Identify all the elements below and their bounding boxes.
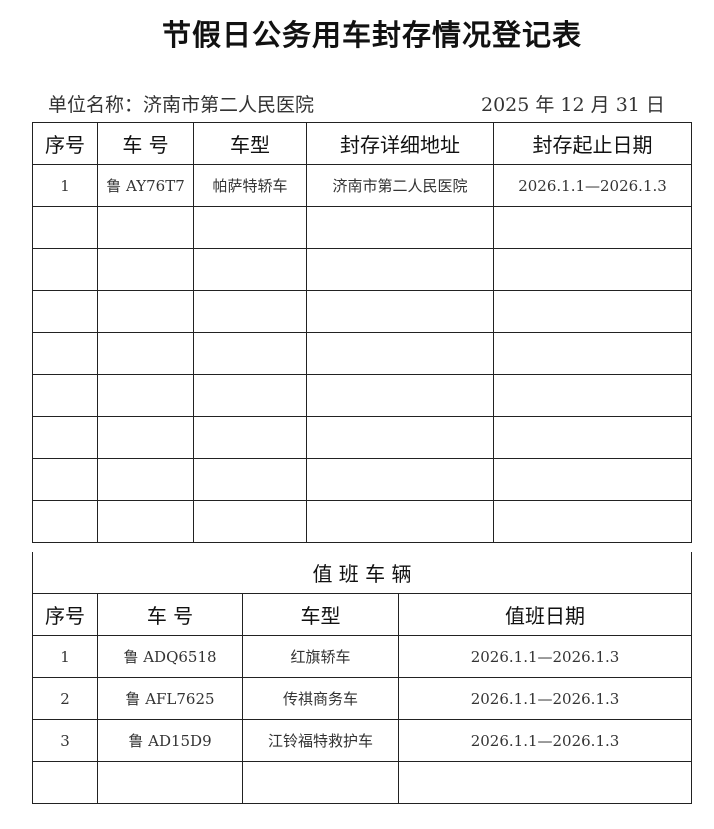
table-cell: [97, 290, 194, 333]
table-cell: [32, 374, 98, 417]
register-date: 2025 年 12 月 31 日: [481, 94, 665, 116]
table-cell: 鲁 AFL7625: [97, 677, 243, 720]
unit-name: 单位名称：济南市第二人民医院: [48, 94, 315, 116]
table-cell: 值班日期: [398, 593, 692, 636]
table-cell: [306, 248, 494, 291]
table-cell: 鲁 AY76T7: [97, 164, 194, 207]
table-cell: [32, 290, 98, 333]
section-title-row: 值 班 车 辆: [32, 552, 692, 594]
table-cell: 序号: [32, 593, 98, 636]
header-row: 序号车 号车型 值班日期: [32, 593, 692, 636]
empty-row: [32, 458, 692, 501]
table-cell: [193, 332, 307, 375]
table-cell: [97, 248, 194, 291]
table-cell: [32, 458, 98, 501]
table-cell: 车型: [242, 593, 399, 636]
table-cell: [398, 761, 692, 804]
table-cell: [97, 500, 194, 543]
table-cell: [193, 206, 307, 249]
table-cell: [493, 458, 692, 501]
table-cell: 封存起止日期: [493, 122, 692, 165]
empty-row: [32, 500, 692, 543]
table-cell: 2026.1.1—2026.1.3: [398, 677, 692, 720]
table-cell: [493, 500, 692, 543]
table-cell: [32, 332, 98, 375]
empty-row: [32, 206, 692, 249]
table-cell: [193, 500, 307, 543]
table-cell: 帕萨特轿车: [193, 164, 307, 207]
table-cell: 鲁 AD15D9: [97, 719, 243, 762]
table-cell: [32, 761, 98, 804]
table-cell: [97, 332, 194, 375]
table-cell: [242, 761, 399, 804]
table-cell: [493, 206, 692, 249]
table-cell: [193, 290, 307, 333]
table-cell: [97, 458, 194, 501]
table-cell: [306, 416, 494, 459]
empty-row: [32, 332, 692, 375]
table-cell: 济南市第二人民医院: [306, 164, 494, 207]
table-cell: [32, 416, 98, 459]
empty-row: [32, 248, 692, 291]
table-cell: 1: [32, 635, 98, 678]
table-cell: [306, 332, 494, 375]
empty-row: [32, 374, 692, 417]
table-cell: 车 号: [97, 593, 243, 636]
duty-vehicles-table: 值 班 车 辆序号车 号车型 值班日期 1 鲁 ADQ6518 红旗轿车 2026.1.1…: [32, 552, 692, 804]
table-cell: [306, 290, 494, 333]
table-cell: [193, 458, 307, 501]
table-cell: 序号: [32, 122, 98, 165]
sealed-vehicles-table: 序号车 号车型 封存详细地址 封存起止日期 1 鲁 AY76T7 帕萨特轿车 济南市第二人民…: [32, 122, 692, 543]
table-cell: 2026.1.1—2026.1.3: [398, 719, 692, 762]
table-cell: [306, 206, 494, 249]
table-cell: 1: [32, 164, 98, 207]
table-cell: [193, 374, 307, 417]
empty-row: [32, 416, 692, 459]
table-cell: 2026.1.1—2026.1.3: [398, 635, 692, 678]
table-cell: [306, 500, 494, 543]
table-cell: [493, 374, 692, 417]
header-row: 序号车 号车型 封存详细地址 封存起止日期: [32, 122, 692, 165]
table-cell: [97, 761, 243, 804]
table-cell: 江铃福特救护车: [242, 719, 399, 762]
page-title: 节假日公务用车封存情况登记表: [161, 18, 582, 52]
table-cell: [493, 290, 692, 333]
table-cell: [97, 374, 194, 417]
table-cell: [493, 248, 692, 291]
table-cell: 2026.1.1—2026.1.3: [493, 164, 692, 207]
table-cell: 红旗轿车: [242, 635, 399, 678]
table-cell: 值 班 车 辆: [32, 552, 692, 594]
empty-row: [32, 761, 692, 804]
table-cell: [32, 206, 98, 249]
table-cell: [32, 500, 98, 543]
table-cell: 车型: [193, 122, 307, 165]
table-cell: [97, 206, 194, 249]
empty-row: [32, 290, 692, 333]
table-cell: [193, 416, 307, 459]
table-cell: 封存详细地址: [306, 122, 494, 165]
table-cell: 3: [32, 719, 98, 762]
table-cell: [306, 374, 494, 417]
table-cell: [97, 416, 194, 459]
table-cell: [493, 332, 692, 375]
table-cell: [493, 416, 692, 459]
table-cell: [306, 458, 494, 501]
table-cell: 传祺商务车: [242, 677, 399, 720]
table-cell: 2: [32, 677, 98, 720]
table-cell: [32, 248, 98, 291]
table-cell: [193, 248, 307, 291]
table-cell: 车 号: [97, 122, 194, 165]
table-cell: 鲁 ADQ6518: [97, 635, 243, 678]
